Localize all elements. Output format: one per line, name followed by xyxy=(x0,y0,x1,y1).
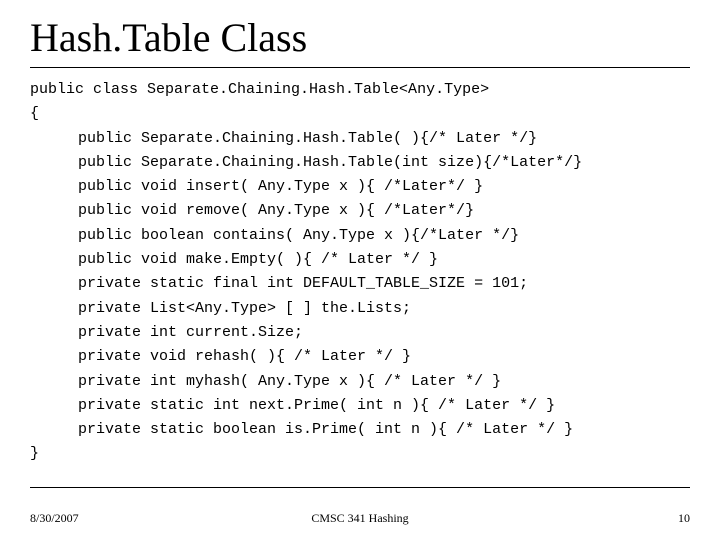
code-line: public Separate.Chaining.Hash.Table( ){/… xyxy=(78,130,537,147)
code-line: private void rehash( ){ /* Later */ } xyxy=(78,348,411,365)
code-line: { xyxy=(30,105,39,122)
footer-center: CMSC 341 Hashing xyxy=(30,511,690,526)
code-line: private List<Any.Type> [ ] the.Lists; xyxy=(78,300,411,317)
code-line: public void make.Empty( ){ /* Later */ } xyxy=(78,251,438,268)
code-line: private int myhash( Any.Type x ){ /* Lat… xyxy=(78,373,501,390)
code-line: private static int next.Prime( int n ){ … xyxy=(78,397,555,414)
code-line: private int current.Size; xyxy=(78,324,303,341)
code-block: public class Separate.Chaining.Hash.Tabl… xyxy=(30,78,690,467)
code-line: private static final int DEFAULT_TABLE_S… xyxy=(78,275,528,292)
title-rule xyxy=(30,67,690,68)
code-line: } xyxy=(30,445,39,462)
code-line: public Separate.Chaining.Hash.Table(int … xyxy=(78,154,582,171)
bottom-rule xyxy=(30,487,690,488)
code-line: public void remove( Any.Type x ){ /*Late… xyxy=(78,202,474,219)
code-line: public class Separate.Chaining.Hash.Tabl… xyxy=(30,81,489,98)
code-line: public boolean contains( Any.Type x ){/*… xyxy=(78,227,519,244)
slide-title: Hash.Table Class xyxy=(30,14,690,61)
footer-page: 10 xyxy=(678,511,690,526)
code-line: private static boolean is.Prime( int n )… xyxy=(78,421,573,438)
slide: Hash.Table Class public class Separate.C… xyxy=(0,0,720,540)
code-line: public void insert( Any.Type x ){ /*Late… xyxy=(78,178,483,195)
